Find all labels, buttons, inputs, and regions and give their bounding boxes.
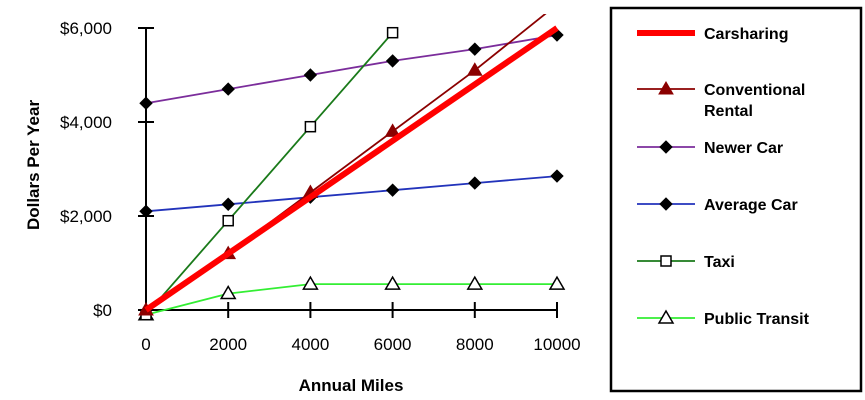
data-point	[384, 123, 401, 137]
data-point	[222, 214, 234, 227]
series-carsharing	[144, 25, 559, 313]
legend-entry-public-transit: Public Transit	[637, 309, 810, 328]
data-point	[384, 275, 401, 290]
legend-entry-taxi: Taxi	[637, 254, 735, 271]
legend-label: Newer Car	[704, 140, 783, 157]
data-point	[466, 62, 483, 76]
legend-entry-carsharing: Carsharing	[637, 26, 788, 43]
x-tick-label: 0	[141, 335, 150, 354]
data-point	[303, 68, 318, 82]
legend-entry-average-car: Average Car	[637, 197, 798, 214]
series-line	[144, 25, 559, 313]
legend-entry-newer-car: Newer Car	[637, 140, 783, 157]
legend-label: Average Car	[704, 197, 798, 214]
legend-marker	[658, 81, 674, 95]
data-point	[550, 169, 564, 183]
legend: Carsharing Conventional Rental Newer Car Ave…	[609, 6, 863, 393]
y-tick-label: $4,000	[60, 113, 112, 132]
legend-box	[609, 6, 863, 393]
x-tick-label: 10000	[533, 335, 580, 354]
y-tick-label: $2,000	[60, 207, 112, 226]
series-line	[145, 32, 394, 316]
series-average-car	[139, 169, 564, 219]
data-point	[221, 82, 235, 96]
axes: $0 $2,000 $4,000 $6,000 0 2000 4000 6000 8000 100…	[60, 19, 581, 354]
legend-entry-conventional-rental: Conventional Rental	[637, 81, 805, 120]
x-axis-title: Annual Miles	[299, 376, 404, 395]
x-tick-label: 6000	[374, 335, 412, 354]
series-taxi	[140, 26, 399, 321]
legend-marker	[657, 309, 675, 324]
data-point	[139, 204, 153, 219]
data-point	[550, 0, 564, 10]
series-line	[145, 283, 557, 316]
legend-marker	[659, 140, 673, 154]
data-point	[139, 96, 153, 110]
y-tick-label: $6,000	[60, 19, 112, 38]
data-point	[304, 120, 317, 133]
legend-label: Conventional Rental	[704, 82, 805, 120]
legend-label: Public Transit	[704, 311, 810, 328]
series-newer-car	[139, 28, 564, 110]
x-tick-label: 8000	[456, 335, 494, 354]
legend-marker	[659, 197, 673, 211]
data-point	[468, 42, 482, 56]
data-point	[219, 285, 237, 300]
data-point	[466, 275, 484, 290]
legend-label: Taxi	[704, 254, 735, 271]
data-point	[221, 197, 235, 211]
data-point	[385, 183, 400, 197]
legend-marker	[660, 255, 672, 267]
data-point	[386, 26, 399, 39]
data-point	[468, 176, 482, 190]
series-public-transit	[137, 275, 566, 321]
x-tick-label: 2000	[209, 335, 247, 354]
series-line	[145, 34, 558, 105]
series-line	[145, 175, 558, 213]
x-tick-label: 4000	[291, 335, 329, 354]
data-point	[385, 54, 400, 68]
y-tick-label: $0	[93, 301, 112, 320]
plot-area	[137, 0, 566, 321]
y-axis-title: Dollars Per Year	[24, 100, 43, 230]
legend-label: Carsharing	[704, 26, 788, 43]
data-point	[548, 275, 566, 290]
data-point	[302, 275, 319, 290]
